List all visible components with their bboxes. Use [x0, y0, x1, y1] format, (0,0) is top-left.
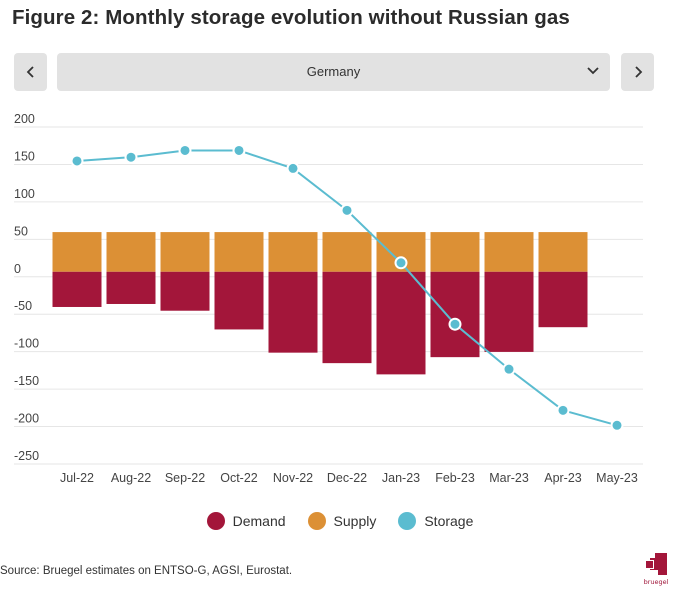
- previous-country-button[interactable]: [14, 53, 47, 91]
- supply-bar: [538, 232, 588, 272]
- storage-point: [340, 203, 354, 217]
- chevron-left-icon: [26, 66, 34, 78]
- supply-bar: [106, 232, 156, 272]
- demand-bar: [322, 271, 372, 364]
- storage-point: [124, 150, 138, 164]
- supply-bar: [430, 232, 480, 272]
- x-tick-label: Jan-23: [382, 471, 420, 485]
- supply-bar: [484, 232, 534, 272]
- storage-point: [70, 154, 84, 168]
- y-tick-label: -100: [14, 337, 39, 351]
- supply-bar: [52, 232, 102, 272]
- y-tick-label: 0: [14, 262, 21, 276]
- y-tick-label: -150: [14, 374, 39, 388]
- x-tick-label: Apr-23: [544, 471, 582, 485]
- storage-point: [502, 362, 516, 376]
- y-tick-label: 200: [14, 112, 35, 126]
- storage-point: [394, 256, 408, 270]
- chevron-down-icon: [587, 67, 599, 75]
- x-tick-label: Aug-22: [111, 471, 151, 485]
- bruegel-logo-icon: [645, 553, 667, 575]
- bruegel-logo-text: bruegel: [643, 578, 669, 586]
- source-note: Source: Bruegel estimates on ENTSO-G, AG…: [0, 565, 293, 577]
- next-country-button[interactable]: [621, 53, 654, 91]
- bruegel-logo[interactable]: bruegel: [643, 551, 669, 586]
- supply-bar: [214, 232, 264, 272]
- demand-bar: [106, 271, 156, 304]
- storage-point: [448, 317, 462, 331]
- legend-label-storage: Storage: [424, 513, 474, 529]
- storage-point: [286, 161, 300, 175]
- demand-bar: [430, 271, 480, 358]
- demand-bar: [268, 271, 318, 353]
- y-tick-label: -250: [14, 449, 39, 463]
- legend-item-supply[interactable]: Supply: [307, 512, 377, 530]
- x-tick-label: Sep-22: [165, 471, 205, 485]
- y-tick-label: 50: [14, 224, 28, 238]
- y-tick-label: 150: [14, 149, 35, 163]
- demand-bar: [52, 271, 102, 307]
- x-tick-label: Oct-22: [220, 471, 258, 485]
- supply-bar: [160, 232, 210, 272]
- legend-swatch-supply: [307, 512, 326, 530]
- x-tick-label: May-23: [596, 471, 638, 485]
- chart-area: 200 150 100 50 0 -50 -100 -150 -200 -250 Jul-22 Aug…: [14, 112, 643, 485]
- supply-bar: [268, 232, 318, 272]
- chart-legend: Demand Supply Storage: [0, 512, 680, 530]
- x-tick-label: Nov-22: [273, 471, 313, 485]
- y-tick-label: 100: [14, 187, 35, 201]
- x-tick-label: Dec-22: [327, 471, 367, 485]
- x-tick-label: Jul-22: [60, 471, 94, 485]
- y-tick-label: -50: [14, 299, 32, 313]
- legend-swatch-demand: [206, 512, 225, 530]
- legend-label-supply: Supply: [333, 513, 377, 529]
- supply-bar: [322, 232, 372, 272]
- chevron-right-icon: [634, 66, 642, 78]
- chart-title: Figure 2: Monthly storage evolution with…: [12, 6, 570, 29]
- y-tick-label: -200: [14, 412, 39, 426]
- x-tick-label: Mar-23: [489, 471, 529, 485]
- legend-item-demand[interactable]: Demand: [206, 512, 286, 530]
- country-select-value: Germany: [306, 64, 361, 79]
- legend-label-demand: Demand: [232, 513, 286, 529]
- demand-bar: [160, 271, 210, 311]
- demand-bar: [376, 271, 426, 375]
- legend-swatch-storage: [398, 512, 417, 530]
- legend-item-storage[interactable]: Storage: [398, 512, 473, 530]
- storage-point: [556, 403, 570, 417]
- x-tick-label: Feb-23: [435, 471, 475, 485]
- storage-point: [178, 143, 192, 157]
- country-select[interactable]: Germany: [57, 53, 610, 91]
- demand-bar: [538, 271, 588, 328]
- storage-point: [232, 143, 246, 157]
- demand-bar: [484, 271, 534, 352]
- storage-point: [610, 418, 624, 432]
- demand-bar: [214, 271, 264, 330]
